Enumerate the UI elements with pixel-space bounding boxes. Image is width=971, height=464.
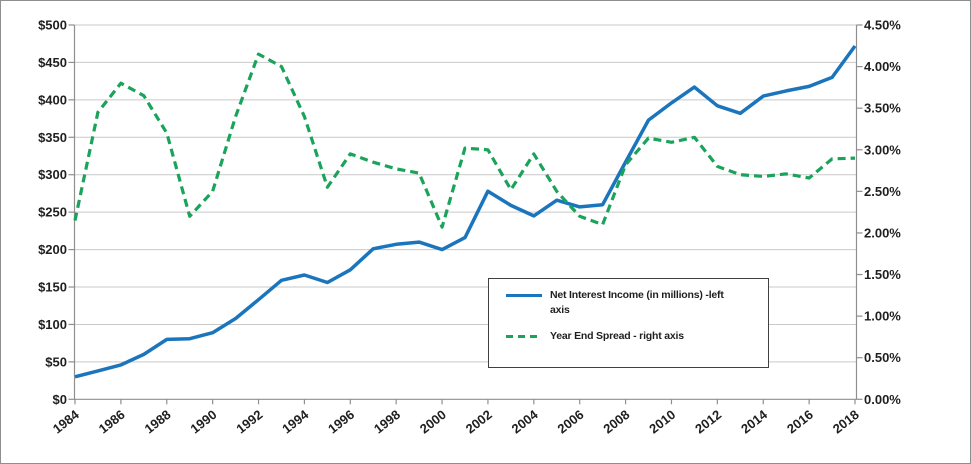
net-interest-income-line xyxy=(74,44,857,379)
left-axis-tick-label: $0 xyxy=(53,392,67,407)
left-axis-tick-label: $300 xyxy=(38,167,67,182)
legend-label-net-interest-income: Net Interest Income (in millions) -left … xyxy=(550,289,724,316)
x-axis-tick-label: 1996 xyxy=(325,407,357,437)
left-axis-tick-label: $250 xyxy=(38,205,67,220)
x-axis-tick-label: 1984 xyxy=(50,406,83,436)
x-axis-tick-label: 2016 xyxy=(784,407,816,437)
x-axis-tick-label: 2018 xyxy=(830,407,862,437)
gridlines xyxy=(74,24,857,363)
solid-line-icon xyxy=(506,294,542,297)
dashed-line-icon xyxy=(506,335,542,339)
axis-ticks xyxy=(68,24,863,405)
x-axis-tick-label: 2006 xyxy=(555,407,587,437)
left-axis-tick-label: $50 xyxy=(45,354,67,369)
right-axis-tick-label: 2.50% xyxy=(864,184,901,199)
left-axis-tick-label: $450 xyxy=(38,55,67,70)
x-axis-tick-label: 2008 xyxy=(600,407,632,437)
x-axis-tick-label: 1994 xyxy=(279,406,312,436)
right-axis-tick-label: 4.50% xyxy=(864,18,901,33)
right-axis-tick-label: 0.00% xyxy=(864,392,901,407)
right-axis-tick-label: 1.50% xyxy=(864,267,901,282)
right-axis-tick-label: 0.50% xyxy=(864,350,901,365)
right-axis-tick-label: 4.00% xyxy=(864,59,901,74)
x-axis-tick-label: 1986 xyxy=(96,407,128,437)
right-axis-tick-label: 2.00% xyxy=(864,225,901,240)
x-axis-tick-label: 2012 xyxy=(692,407,724,437)
left-axis-tick-label: $350 xyxy=(38,130,67,145)
x-axis-tick-label: 1992 xyxy=(233,407,265,437)
left-axis-tick-label: $200 xyxy=(38,242,67,257)
legend-entry-net-interest-income: Net Interest Income (in millions) -left … xyxy=(506,288,764,318)
x-axis-tick-label: 2004 xyxy=(509,406,542,436)
x-axis-tick-label: 2000 xyxy=(417,407,449,437)
legend-entry-year-end-spread: Year End Spread - right axis xyxy=(506,329,764,344)
year-end-spread-line xyxy=(73,52,856,229)
x-axis-tick-label: 1998 xyxy=(371,407,403,437)
x-axis-tick-label: 1990 xyxy=(187,407,219,437)
left-axis-tick-label: $150 xyxy=(38,280,67,295)
legend: Net Interest Income (in millions) -left … xyxy=(488,278,769,368)
x-axis-tick-label: 2014 xyxy=(738,406,771,436)
x-axis-tick-label: 2010 xyxy=(646,407,678,437)
right-axis-tick-label: 3.00% xyxy=(864,142,901,157)
right-axis-tick-label: 3.50% xyxy=(864,101,901,116)
right-axis-tick-label: 1.00% xyxy=(864,309,901,324)
left-axis-tick-label: $100 xyxy=(38,317,67,332)
legend-label-year-end-spread: Year End Spread - right axis xyxy=(550,330,684,342)
x-axis-tick-label: 2002 xyxy=(463,407,495,437)
left-axis-tick-label: $400 xyxy=(38,92,67,107)
x-axis-tick-label: 1988 xyxy=(142,407,174,437)
series-lines xyxy=(73,44,857,379)
left-axis-tick-label: $500 xyxy=(38,18,67,33)
